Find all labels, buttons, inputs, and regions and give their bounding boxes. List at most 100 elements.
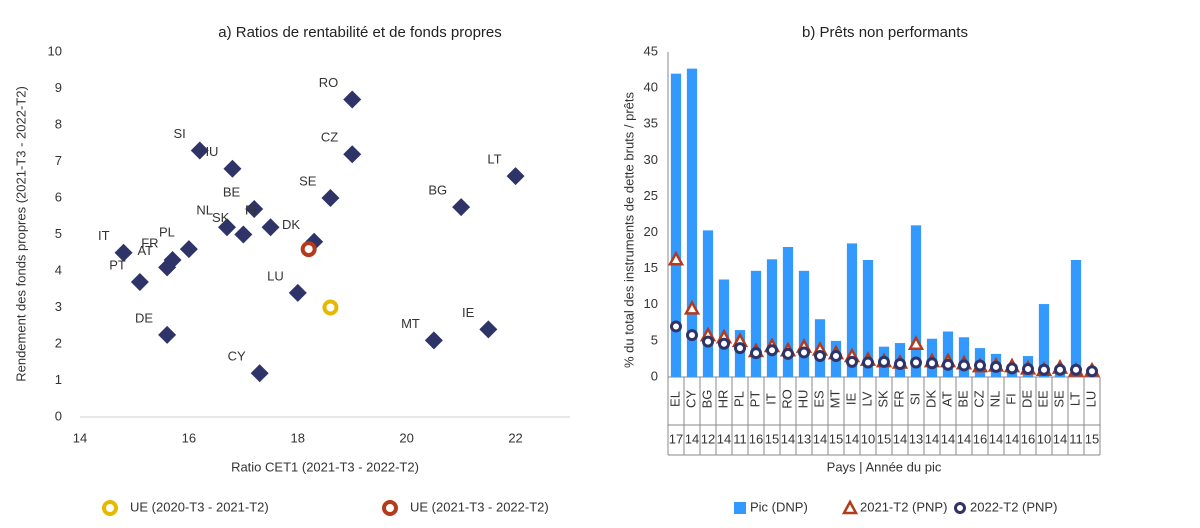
y-tick-label: 3	[55, 299, 62, 314]
diamond	[506, 167, 525, 186]
point-label: BG	[428, 183, 447, 198]
circle-marker	[1038, 363, 1050, 376]
eu-point	[300, 241, 317, 258]
diamond	[223, 159, 242, 178]
peak-year: 14	[893, 431, 907, 446]
peak-year: 14	[781, 431, 795, 446]
diamond	[479, 320, 498, 339]
circle-marker	[1086, 365, 1098, 378]
x-tick-label: HR	[715, 390, 730, 409]
x-tick-label: 20	[399, 430, 413, 445]
legend-label: UE (2021-T3 - 2022-T2)	[410, 499, 549, 514]
chart-title: b) Prêts non performants	[802, 24, 968, 41]
diamond	[343, 145, 362, 164]
diamond	[261, 218, 280, 237]
chart-title: a) Ratios de rentabilité et de fonds pro…	[218, 24, 502, 41]
circle-marker	[718, 337, 730, 350]
point-label: HU	[200, 144, 219, 159]
point-label: SE	[299, 173, 317, 188]
y-tick-label: 0	[651, 368, 658, 383]
x-tick-label: 22	[508, 430, 522, 445]
peak-year: 17	[669, 431, 683, 446]
point-label: PL	[159, 225, 175, 240]
x-tick-label: PL	[731, 391, 746, 407]
x-tick-label: DK	[923, 390, 938, 408]
eu-point	[322, 299, 339, 316]
circle-marker	[942, 358, 954, 371]
peak-year: 13	[797, 431, 811, 446]
y-axis-label: Rendement des fonds propres (2021-T3 - 2…	[13, 86, 28, 382]
circle-marker	[846, 355, 858, 368]
legend-marker	[734, 502, 746, 514]
y-tick-label: 5	[651, 332, 658, 347]
peak-year: 15	[829, 431, 843, 446]
x-tick-label: DE	[1019, 390, 1034, 408]
point-label: LT	[487, 152, 501, 167]
peak-year: 14	[845, 431, 859, 446]
triangle-marker	[907, 335, 925, 351]
point-label: PT	[109, 257, 126, 272]
y-tick-label: 5	[55, 226, 62, 241]
legend-label: Pic (DNP)	[750, 499, 808, 514]
peak-year: 11	[733, 431, 747, 446]
circle-marker	[958, 359, 970, 372]
x-tick-label: LT	[1067, 392, 1082, 406]
peak-year: 15	[765, 431, 779, 446]
y-axis-label: % du total des instruments de dette brut…	[621, 91, 636, 368]
bar	[862, 260, 874, 377]
peak-year: 14	[813, 431, 827, 446]
peak-year: 14	[989, 431, 1003, 446]
diamond	[321, 189, 340, 207]
x-tick-label: SE	[1051, 390, 1066, 408]
circle-marker	[1022, 363, 1034, 376]
circle-marker	[878, 355, 890, 368]
y-tick-label: 10	[48, 43, 62, 58]
point-label: SK	[212, 210, 230, 225]
x-tick-label: EE	[1035, 390, 1050, 408]
x-tick-label: HU	[795, 390, 810, 409]
x-tick-label: AT	[939, 391, 954, 407]
legend-marker	[954, 502, 966, 514]
bar	[750, 270, 762, 377]
diamond	[250, 364, 269, 383]
bar	[846, 243, 858, 377]
point-label: IE	[462, 305, 475, 320]
x-tick-label: SK	[875, 390, 890, 408]
diamond	[343, 90, 362, 109]
peak-year: 14	[925, 431, 939, 446]
point-label: SI	[173, 126, 185, 141]
bar	[718, 279, 730, 377]
bar	[782, 247, 794, 377]
diamond	[114, 243, 133, 262]
diamond	[130, 272, 149, 291]
x-tick-label: NL	[987, 391, 1002, 408]
peak-year: 14	[1005, 431, 1019, 446]
circle-marker	[734, 342, 746, 355]
x-tick-label: MT	[827, 390, 842, 409]
x-tick-label: LV	[859, 391, 874, 406]
circle-marker	[974, 359, 986, 372]
bar	[702, 230, 714, 377]
point-label: FI	[245, 203, 257, 218]
x-tick-label: CY	[683, 390, 698, 408]
legend-marker	[841, 499, 859, 515]
peak-year: 11	[1069, 431, 1083, 446]
y-tick-label: 6	[55, 189, 62, 204]
x-tick-label: LU	[1083, 391, 1098, 408]
x-tick-label: FR	[891, 390, 906, 407]
y-tick-label: 2	[55, 335, 62, 350]
point-label: AT	[137, 243, 153, 258]
peak-year: 10	[861, 431, 875, 446]
peak-year: 16	[749, 431, 763, 446]
circle-marker	[862, 356, 874, 369]
x-tick-label: BG	[699, 390, 714, 409]
x-tick-label: CZ	[971, 390, 986, 407]
x-axis-label: Pays | Année du pic	[827, 459, 942, 474]
bar	[1038, 304, 1050, 377]
point-label: CY	[228, 349, 246, 364]
peak-year: 14	[717, 431, 731, 446]
y-tick-label: 0	[55, 408, 62, 423]
peak-year: 16	[973, 431, 987, 446]
y-tick-label: 10	[644, 296, 658, 311]
